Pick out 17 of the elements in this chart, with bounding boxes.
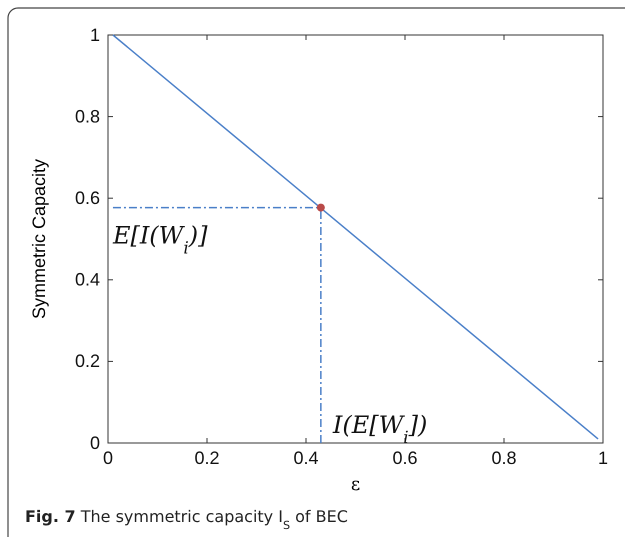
annotation: E[I(W$_{i}$)]	[112, 222, 208, 258]
annotation: I(E[W$_{i}$])	[332, 411, 428, 447]
x-tick-label: 1	[598, 448, 608, 468]
caption: Fig. 7 The symmetric capacity I$_{S}$ of BEC	[25, 507, 348, 532]
x-tick-label: 0	[102, 448, 114, 468]
x-tick-label: 0.8	[491, 448, 517, 468]
x-tick-label: 0.2	[194, 448, 220, 468]
y-tick-label: 0.2	[74, 351, 100, 372]
y-axis-title: Symmetric Capacity	[29, 158, 49, 320]
x-tick-label: 0.6	[392, 448, 418, 468]
y-tick-label: 0.8	[74, 106, 100, 126]
x-tick-label: 0.4	[293, 448, 319, 468]
y-tick-label: 0.6	[74, 188, 100, 208]
y-tick-label: 0.4	[74, 270, 100, 290]
x-axis-title: ε	[350, 474, 360, 495]
y-tick-label: 1	[90, 24, 100, 45]
y-tick-label: 0	[90, 432, 100, 453]
